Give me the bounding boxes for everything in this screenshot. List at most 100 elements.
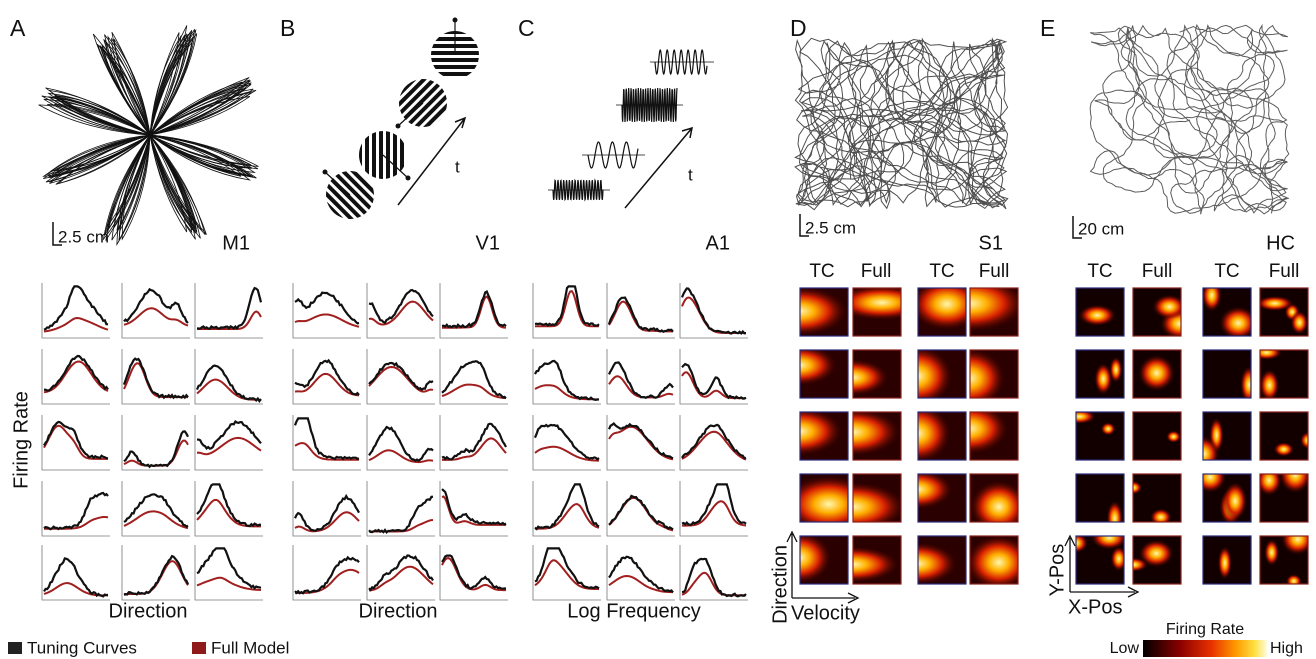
trajectory bbox=[149, 134, 252, 166]
heat-blob bbox=[918, 350, 953, 398]
heat-blob bbox=[1076, 536, 1089, 554]
tuning-curve bbox=[196, 286, 263, 331]
heat-border bbox=[1202, 473, 1252, 523]
heat-border bbox=[969, 535, 1019, 585]
heat-blob bbox=[918, 474, 954, 510]
heat-border bbox=[917, 473, 967, 523]
trajectory bbox=[102, 134, 151, 241]
arrow-head bbox=[452, 17, 458, 23]
heat-border bbox=[1132, 535, 1182, 585]
tuning-curve bbox=[534, 359, 600, 402]
heatmap bbox=[970, 412, 1018, 460]
trajectory bbox=[116, 134, 151, 246]
heat-border bbox=[1259, 349, 1309, 399]
trajectory bbox=[97, 43, 151, 136]
heat-border bbox=[852, 287, 902, 337]
model-curve bbox=[196, 498, 262, 528]
model-curve bbox=[681, 296, 746, 334]
trajectory bbox=[149, 134, 254, 169]
heat-blob bbox=[1279, 474, 1308, 494]
trajectory bbox=[105, 134, 151, 241]
heat-blob bbox=[970, 350, 1006, 398]
heat-blob bbox=[853, 288, 901, 321]
heatmap bbox=[1203, 412, 1251, 460]
heatmap bbox=[1260, 536, 1308, 584]
trajectory bbox=[149, 25, 188, 136]
tuning-curve bbox=[441, 488, 507, 526]
tuning-curve bbox=[196, 483, 262, 528]
plot-axes bbox=[366, 283, 435, 339]
model-curve bbox=[681, 500, 747, 527]
time-arrow bbox=[624, 126, 693, 209]
heat-blob bbox=[1260, 369, 1280, 398]
heat-blob bbox=[1076, 412, 1096, 424]
model-curve bbox=[196, 576, 262, 592]
heat-border bbox=[1202, 535, 1252, 585]
tuning-curve bbox=[441, 360, 507, 400]
plot-axes bbox=[41, 481, 110, 537]
trajectory bbox=[121, 134, 151, 241]
heat-border bbox=[917, 349, 967, 399]
plot-axes bbox=[194, 349, 263, 405]
plot-axes bbox=[292, 481, 361, 537]
tuning-curve bbox=[43, 354, 109, 392]
heatmap bbox=[853, 350, 901, 398]
tuning-curve bbox=[123, 554, 190, 596]
trajectory bbox=[49, 134, 151, 184]
plot-axes bbox=[532, 545, 601, 601]
heat-border bbox=[917, 411, 967, 461]
colorbar bbox=[1143, 640, 1267, 657]
stripe bbox=[408, 88, 447, 127]
heatmap bbox=[1076, 288, 1124, 336]
tuning-curve bbox=[368, 361, 434, 391]
heatmap bbox=[853, 288, 901, 336]
heatmap bbox=[1133, 536, 1181, 584]
heat-blob bbox=[1133, 481, 1143, 495]
tuning-curve bbox=[43, 420, 109, 460]
arrow-head bbox=[322, 169, 328, 175]
stripe bbox=[326, 173, 372, 219]
legend-label: Tuning Curves bbox=[27, 638, 137, 657]
heat-blob bbox=[800, 475, 848, 522]
arrow-head bbox=[395, 123, 401, 129]
y-axis-label: Direction bbox=[769, 545, 791, 624]
tuning-curve bbox=[681, 483, 747, 526]
heatmap bbox=[800, 412, 848, 460]
heat-blob bbox=[1273, 442, 1294, 457]
heatmap bbox=[853, 474, 901, 522]
axis-arrows bbox=[1064, 534, 1140, 598]
tuning-curve bbox=[123, 493, 189, 528]
region-label: HC bbox=[1266, 232, 1295, 254]
tuning-curve bbox=[196, 547, 262, 590]
tuning-curve bbox=[294, 493, 360, 532]
column-header: TC bbox=[1087, 261, 1112, 282]
heat-border bbox=[969, 473, 1019, 523]
heat-blob bbox=[1094, 363, 1113, 395]
plot-axes bbox=[292, 415, 361, 471]
heat-blob bbox=[1150, 508, 1172, 522]
heatmap bbox=[853, 536, 901, 584]
scale-bar bbox=[52, 222, 62, 246]
panel-letter: B bbox=[280, 15, 295, 41]
plot-axes bbox=[679, 283, 748, 339]
plot-axes bbox=[679, 545, 748, 601]
heat-blob bbox=[918, 542, 958, 584]
region-label: M1 bbox=[222, 232, 250, 254]
heat-blob bbox=[1152, 294, 1181, 319]
tuning-curve bbox=[608, 422, 674, 460]
heat-blob bbox=[1219, 306, 1251, 336]
heatmap bbox=[1203, 536, 1251, 584]
plot-axes bbox=[194, 481, 263, 537]
heat-blob bbox=[800, 412, 843, 456]
model-curve bbox=[534, 445, 600, 462]
tuning-curve bbox=[534, 285, 600, 327]
tuning-curve bbox=[681, 557, 747, 598]
heat-blob bbox=[1106, 500, 1123, 522]
stripe bbox=[326, 183, 362, 219]
heat-border bbox=[917, 287, 967, 337]
plot-axes bbox=[41, 283, 110, 339]
trajectory bbox=[49, 134, 151, 179]
panel-letter: E bbox=[1040, 15, 1055, 41]
tuning-curve bbox=[534, 483, 600, 531]
